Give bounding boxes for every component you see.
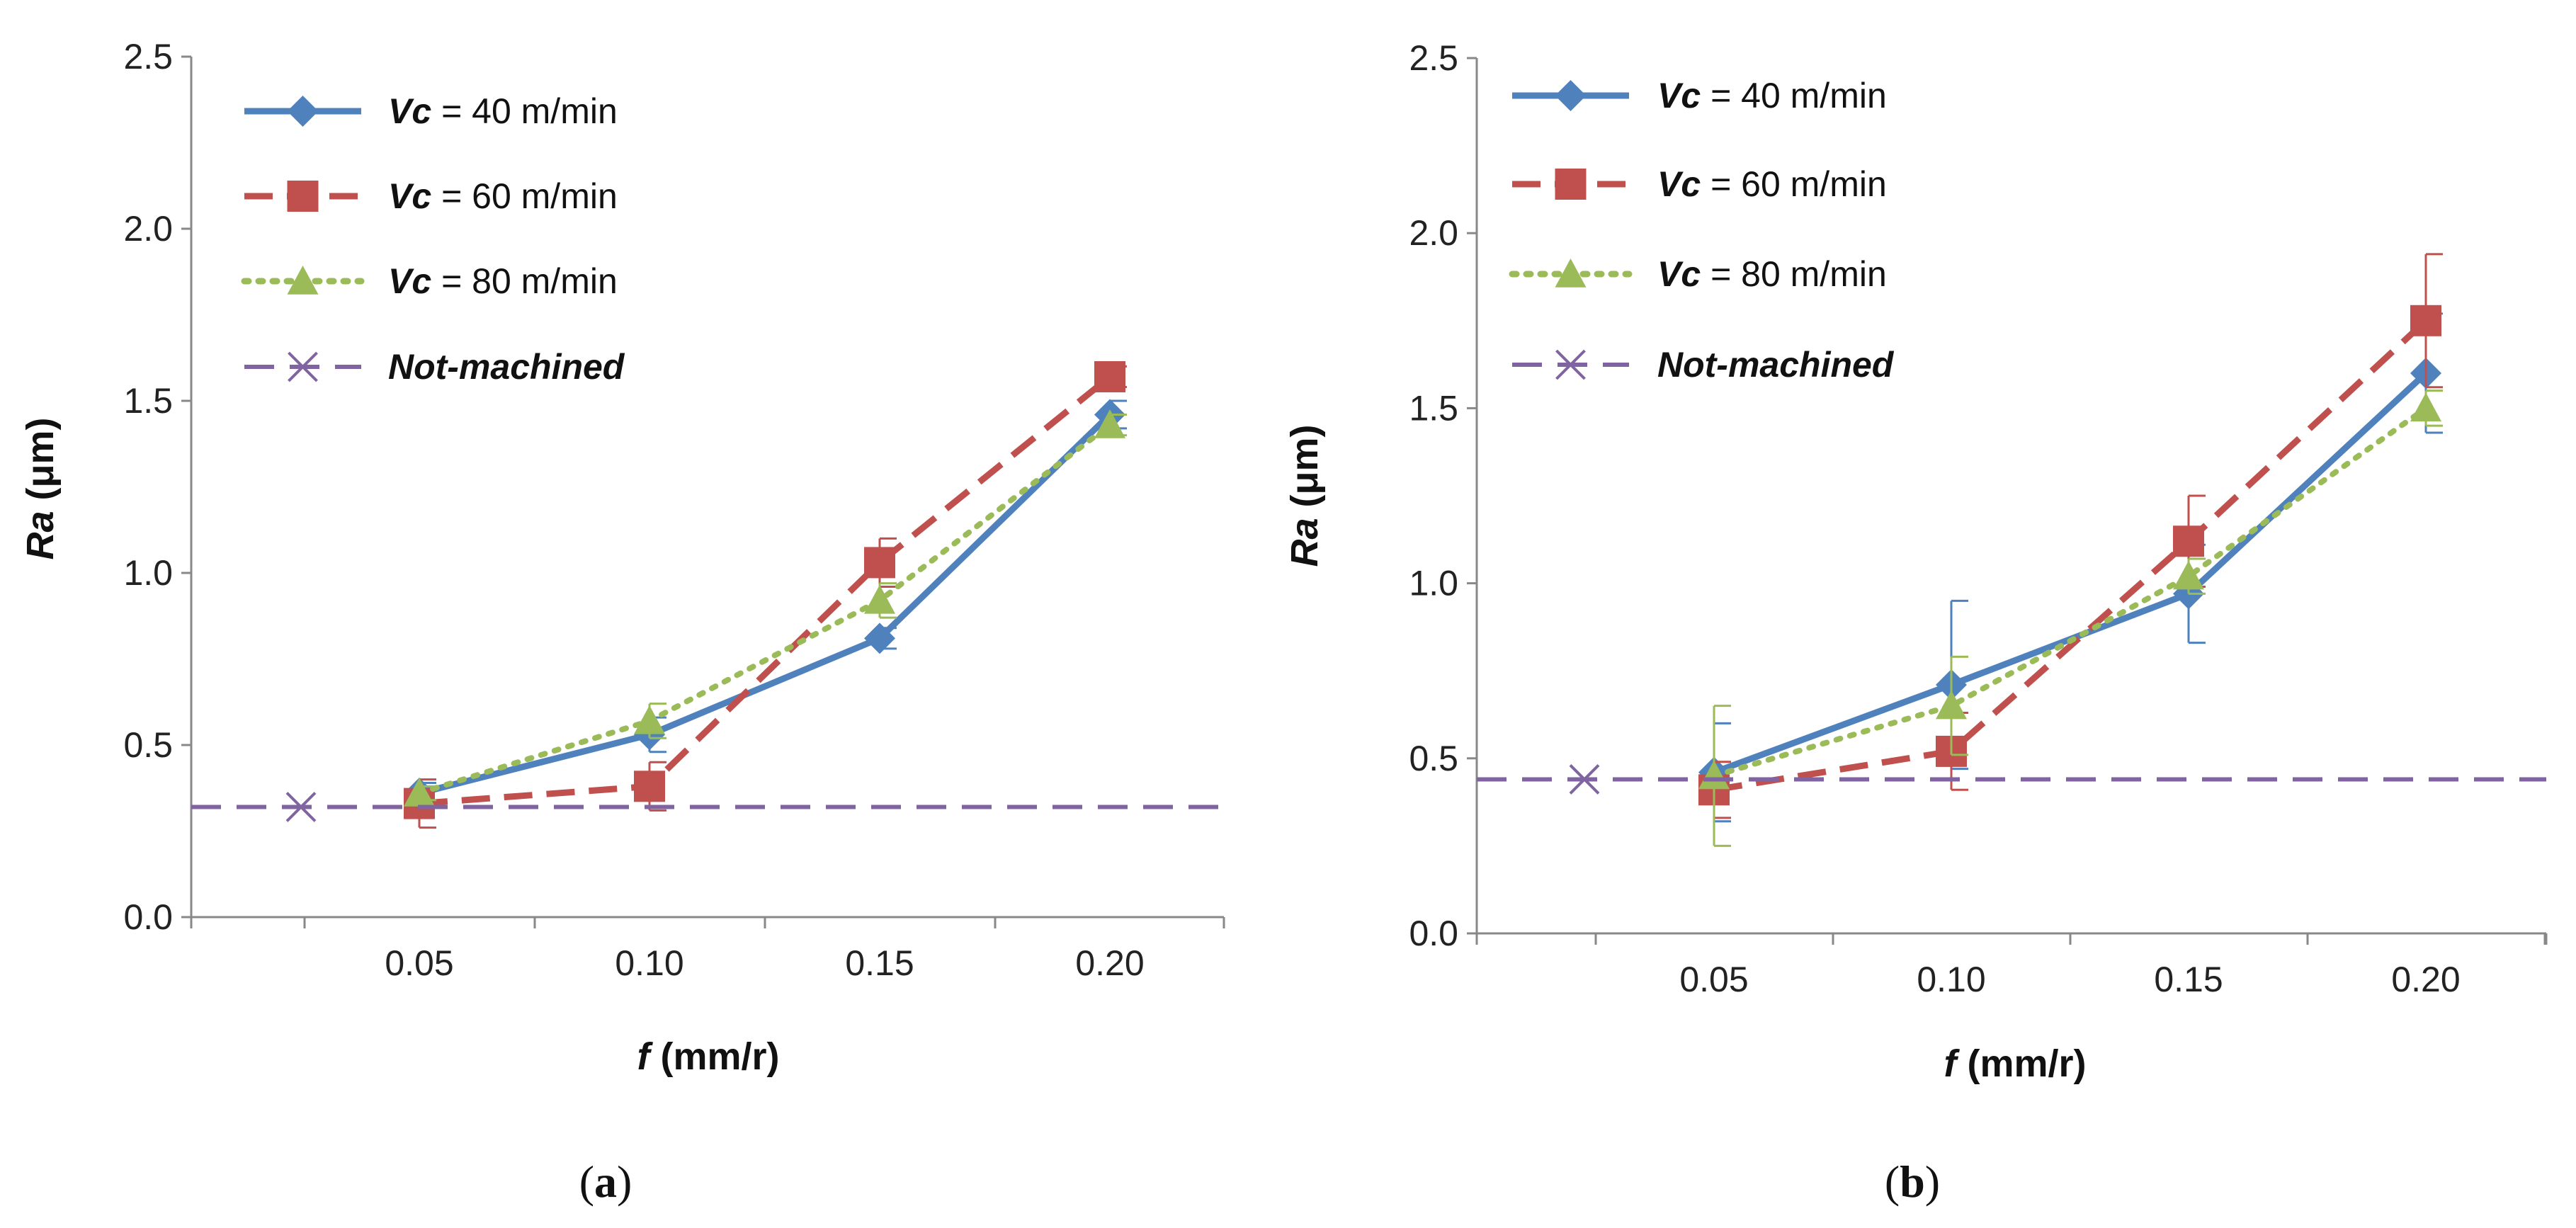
panel-a-series-3-marker: [1094, 409, 1125, 438]
panel-b-series-3-marker: [1698, 760, 1730, 790]
panel-a-legend-label: Vc = 80 m/min: [388, 261, 618, 301]
panel-b-y-tick-label: 1.0: [1409, 564, 1458, 603]
panel-a-series-1-line: [418, 412, 1113, 797]
panel-b-series-2-marker: [2410, 305, 2441, 336]
panel-b-y-tick-label: 0.0: [1409, 914, 1458, 953]
panel-a-y-tick-label: 1.5: [123, 381, 173, 421]
panel-b-series-2-marker: [2173, 525, 2204, 557]
panel-b-x-tick-label: 0.15: [2154, 960, 2223, 999]
panel-b-x-tick-label: 0.10: [1917, 960, 1985, 999]
panel-b-y-tick-label: 0.5: [1409, 739, 1458, 778]
panel-a-x-tick-label: 0.15: [845, 943, 914, 983]
panel-b-legend-label: Not-machined: [1657, 345, 1895, 385]
panel-b-x-tick-label: 0.20: [2391, 960, 2460, 999]
panel-a-y-tick-label: 2.0: [123, 209, 173, 249]
panel-a-y-tick-label: 0.5: [123, 725, 173, 765]
panel-a-series-3-marker: [404, 778, 435, 807]
panel-a-y-tick-label: 2.5: [123, 37, 173, 76]
panel-a-series-2-line: [419, 374, 1112, 807]
panel-a-legend-item-4: Not-machined: [244, 347, 625, 387]
panel-b-series-3-marker: [2173, 560, 2204, 590]
panel-b-legend-item-1: Vc = 40 m/min: [1512, 76, 1887, 115]
panel-a-series-3-line: [416, 422, 1113, 797]
panel-a-chart: 0.0 0.5 1.0 1.5 2.0 2.5 0.05 0.10 0.15 0.20 Vc = 4…: [19, 37, 1225, 1207]
panel-a-y-axis-title: Ra (μm): [19, 417, 62, 559]
panel-b-x-tick-label: 0.05: [1679, 960, 1748, 999]
panel-b-y-tick-label: 1.5: [1409, 388, 1458, 428]
panel-a-x-tick-label: 0.10: [615, 943, 683, 983]
panel-a-legend-label: Vc = 60 m/min: [388, 176, 618, 216]
panel-a-legend-item-2: Vc = 60 m/min: [244, 176, 618, 216]
panel-a-legend-label: Not-machined: [388, 347, 625, 387]
panel-b-legend-label: Vc = 60 m/min: [1657, 164, 1887, 204]
panel-a-legend-label: Vc = 40 m/min: [388, 91, 618, 131]
panel-a-legend-marker: [287, 181, 319, 212]
panel-b-y-tick-label: 2.0: [1409, 213, 1458, 253]
panel-a-series-2-marker: [864, 547, 895, 579]
panel-b-series-3-marker: [2410, 392, 2441, 422]
panel-b-series-3-line: [1711, 405, 2429, 779]
panel-b-label: (b): [1885, 1156, 1940, 1207]
panel-b-series-3-marker: [1936, 690, 1967, 720]
panel-b-legend-item-4: Not-machined: [1512, 345, 1895, 385]
panel-a-legend-item-1: Vc = 40 m/min: [244, 91, 618, 131]
panel-b-legend-marker: [1555, 349, 1586, 380]
panel-a-legend-item-3: Vc = 80 m/min: [241, 261, 618, 301]
panel-a-legend-marker: [287, 266, 319, 295]
panel-b-chart: 0.0 0.5 1.0 1.5 2.0 2.5 0.05 0.10 0.15 0.20 Vc = 4…: [1283, 38, 2548, 1207]
panel-b-series-4-marker: [1569, 764, 1600, 795]
panel-a-series-1-marker: [864, 622, 895, 654]
panel-b-legend-label: Vc = 40 m/min: [1657, 76, 1887, 115]
panel-a-legend: Vc = 40 m/min Vc = 60 m/min Vc = 80 m/min N…: [241, 91, 625, 387]
panel-b-legend-marker: [1555, 80, 1587, 111]
panel-a-y-tick-label: 0.0: [123, 897, 173, 937]
panel-b-legend-marker: [1555, 169, 1587, 200]
panel-a-series-2-marker: [1094, 360, 1125, 392]
panel-a-y-tick-label: 1.0: [123, 553, 173, 593]
panel-b-x-axis-title: f (mm/r): [1944, 1042, 2087, 1085]
panel-a-x-tick-label: 0.05: [385, 943, 453, 983]
panel-b-series-1-line: [1713, 370, 2429, 775]
panel-b-legend-marker: [1555, 258, 1587, 288]
panel-a-legend-marker: [288, 351, 318, 382]
panel-a-label: (a): [579, 1156, 632, 1207]
panel-a-series-3-marker: [634, 705, 665, 734]
panel-b-legend: Vc = 40 m/min Vc = 60 m/min Vc = 80 m/min N…: [1509, 76, 1895, 385]
panel-b-series-2-line: [1713, 318, 2429, 793]
panel-a-x-tick-label: 0.20: [1075, 943, 1144, 983]
panel-a-series-2-marker: [634, 771, 665, 802]
panel-b-legend-label: Vc = 80 m/min: [1657, 254, 1887, 294]
panel-a-x-axis-title: f (mm/r): [637, 1035, 780, 1078]
panel-b-y-axis-title: Ra (μm): [1283, 424, 1326, 567]
panel-a-series-4-marker: [285, 792, 317, 822]
panel-b-y-tick-label: 2.5: [1409, 38, 1458, 78]
panel-a-series-3-marker: [864, 584, 895, 614]
panel-a-legend-marker: [287, 96, 319, 127]
panel-b-legend-item-2: Vc = 60 m/min: [1512, 164, 1887, 204]
panel-b-legend-item-3: Vc = 80 m/min: [1509, 254, 1887, 294]
